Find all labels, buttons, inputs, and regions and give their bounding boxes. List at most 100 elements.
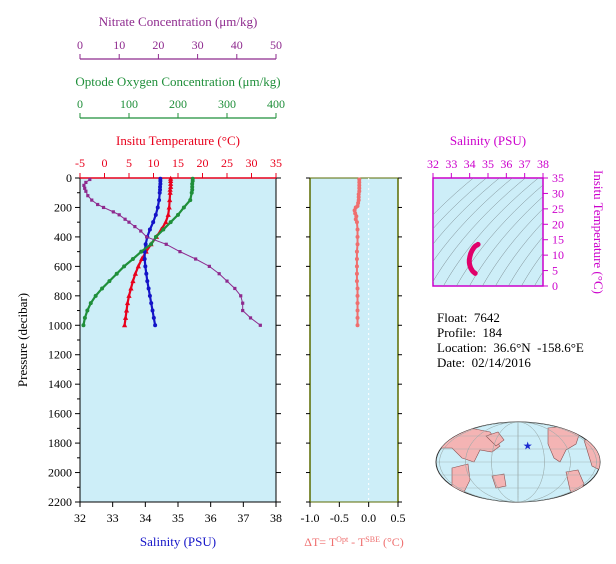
map-meridian — [439, 422, 597, 502]
oxygen-series-point — [81, 323, 86, 328]
salinity-series-point — [153, 323, 158, 328]
delta-t-point — [357, 180, 362, 185]
temperature-tick-label: 10 — [148, 156, 160, 170]
salinity-series-point — [155, 205, 160, 210]
series-layer — [81, 175, 481, 328]
ts-salinity-tick-label: 37 — [519, 157, 531, 171]
salinity-series-point — [157, 190, 162, 195]
map-meridian — [465, 422, 571, 502]
ts-salinity-tick-label: 35 — [482, 157, 494, 171]
temperature-axis-label: Insitu Temperature (°C) — [116, 133, 240, 148]
temperature-tick-label: 5 — [126, 156, 132, 170]
isopycnal-line — [495, 221, 543, 286]
delta-t-point — [355, 286, 360, 291]
delta-t-point — [355, 315, 360, 320]
salinity-series-point — [157, 198, 162, 203]
ts-salinity-tick-label: 38 — [537, 157, 549, 171]
pressure-tick-label: 0 — [66, 171, 72, 185]
oxygen-series-point — [190, 178, 195, 183]
nitrate-axis-label: Nitrate Concentration (μm/kg) — [99, 14, 258, 29]
delta-t-point — [355, 234, 360, 239]
isopycnal-line — [433, 178, 513, 262]
temperature-series-point — [130, 278, 136, 284]
oxygen-series-point — [88, 301, 93, 306]
delta-t-point — [355, 242, 360, 247]
ts-salinity-axis-label: Salinity (PSU) — [450, 133, 526, 148]
temperature-series-point — [122, 314, 129, 320]
ts-temperature-axis-label: Insitu Temperature (°C) — [591, 170, 606, 294]
delta-t-point — [355, 293, 360, 298]
nitrate-series-point — [241, 301, 245, 305]
delta-t-point — [356, 195, 361, 200]
salinity-series-point — [151, 315, 156, 320]
isopycnal-line — [534, 271, 543, 286]
ts-temperature-tick-label: 35 — [552, 171, 564, 185]
profile-number: Profile: 184 — [437, 325, 502, 340]
isopycnal-line — [456, 184, 543, 286]
nitrate-series-point — [217, 272, 221, 276]
map-land — [485, 431, 505, 447]
nitrate-series-point — [96, 202, 100, 207]
oxygen-series-point — [122, 264, 127, 269]
salinity-series-point — [142, 257, 147, 261]
nitrate-series-point — [239, 294, 243, 298]
nitrate-series-point — [178, 250, 182, 254]
oxygen-series-point — [149, 242, 154, 247]
temperature-series-point — [168, 183, 174, 189]
pressure-tick-label: 1000 — [48, 318, 72, 332]
nitrate-series-point — [127, 220, 131, 224]
delta-t-point — [355, 301, 360, 306]
ts-salinity-tick-label: 34 — [464, 157, 476, 171]
delta-t-tick-label: -0.5 — [330, 511, 349, 525]
salinity-series-point — [158, 187, 163, 192]
temperature-series-point — [132, 270, 138, 276]
temperature-series-point — [163, 219, 169, 225]
ts-temperature-tick-label: 20 — [552, 217, 564, 231]
float-location-marker: ★ — [523, 440, 533, 453]
oxygen-tick-label: 0 — [77, 97, 83, 111]
salinity-series-point — [144, 271, 149, 276]
delta-t-axis-label: ΔT= TOpt - TSBE (°C) — [304, 535, 404, 550]
pressure-tick-label: 800 — [54, 289, 72, 303]
ts-salinity-tick-label: 32 — [427, 157, 439, 171]
nitrate-series-point — [164, 242, 168, 246]
temperature-series-point — [167, 197, 173, 203]
nitrate-series-point — [194, 257, 198, 261]
oxygen-tick-label: 100 — [120, 97, 138, 111]
nitrate-series-point — [123, 217, 127, 221]
delta-t-point — [357, 183, 362, 188]
temperature-tick-label: 15 — [172, 156, 184, 170]
ts-curve — [466, 241, 481, 276]
ts-temperature-tick-label: 25 — [552, 202, 564, 216]
nitrate-series-point — [84, 180, 88, 185]
pressure-axis-label: Pressure (decibar) — [15, 293, 30, 387]
oxygen-series-point — [176, 212, 180, 217]
temperature-tick-label: 30 — [246, 156, 258, 170]
temperature-tick-label: 20 — [197, 156, 209, 170]
oxygen-tick-label: 400 — [267, 97, 285, 111]
nitrate-tick-label: 0 — [77, 38, 83, 52]
temperature-series-point — [135, 263, 141, 269]
profile-plot-area — [79, 177, 277, 503]
salinity-tick-label: 34 — [139, 511, 151, 525]
map-meridian — [491, 422, 545, 502]
nitrate-tick-label: 50 — [270, 38, 282, 52]
salinity-tick-label: 38 — [270, 511, 282, 525]
nitrate-series-point — [86, 194, 90, 198]
oxygen-series-point — [82, 315, 87, 320]
nitrate-series-point — [117, 213, 121, 217]
ts-temperature-tick-label: 15 — [552, 233, 564, 247]
ts-temperature-tick-label: 30 — [552, 186, 564, 200]
delta-t-point — [354, 249, 359, 254]
nitrate-series-point — [139, 229, 143, 233]
pressure-tick-label: 400 — [54, 230, 72, 244]
nitrate-series-point — [258, 323, 262, 327]
pressure-tick-label: 1600 — [48, 407, 72, 421]
temperature-tick-label: 0 — [102, 156, 108, 170]
isopycnal-line — [433, 178, 500, 245]
delta-t-point — [354, 264, 359, 269]
pressure-tick-label: 1800 — [48, 436, 72, 450]
pressure-tick-label: 2000 — [48, 466, 72, 480]
nitrate-tick-label: 10 — [113, 38, 125, 52]
